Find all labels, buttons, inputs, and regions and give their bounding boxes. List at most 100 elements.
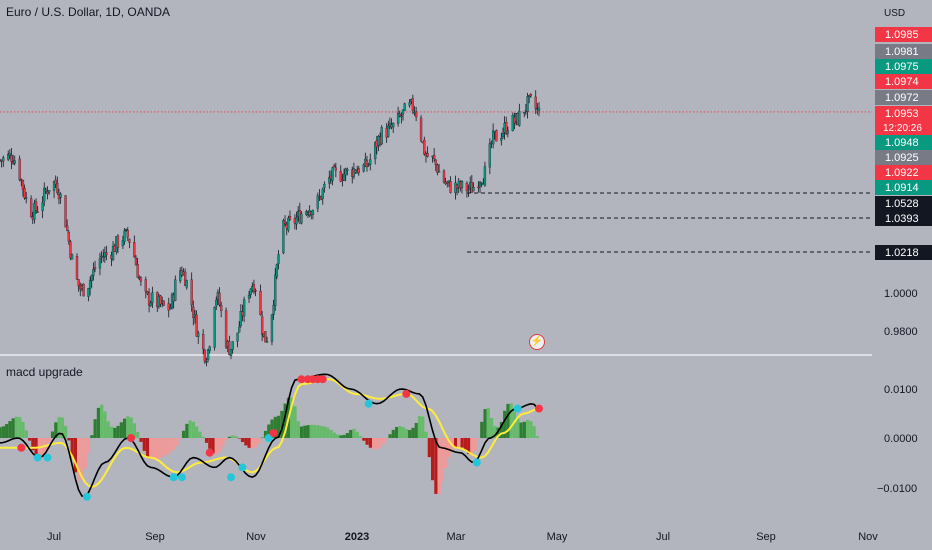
price-label-1.0953: 1.0953 12:20:26: [875, 106, 932, 135]
candle: [167, 297, 170, 318]
candle: [59, 192, 62, 204]
hist-bar: [408, 429, 412, 438]
hist-bar: [204, 438, 209, 443]
candle-body: [215, 299, 218, 307]
candle-body: [10, 155, 13, 162]
hist-bar: [11, 418, 15, 438]
hist-bar: [31, 438, 35, 451]
hist-bar: [181, 430, 186, 438]
candle: [36, 206, 39, 213]
candle: [432, 148, 436, 162]
hist-bar: [398, 425, 402, 438]
cross-marker: [17, 443, 26, 452]
candle: [411, 94, 415, 115]
indicator-tick-label: −0.0100: [877, 483, 917, 495]
candle: [2, 155, 5, 168]
hist-bar: [453, 438, 458, 448]
hist-bar: [342, 434, 346, 438]
price-label-text: 1.0948: [885, 137, 919, 149]
candle-body: [105, 252, 108, 255]
hist-bar: [483, 409, 487, 438]
hist-bar: [503, 410, 507, 438]
lightning-alert-icon[interactable]: ⚡: [529, 334, 545, 350]
hist-bar: [103, 411, 107, 438]
hist-bar: [506, 403, 510, 438]
candle: [344, 167, 347, 182]
candle: [185, 279, 188, 290]
hist-bar: [14, 416, 19, 438]
candle: [465, 181, 469, 198]
hist-bar: [123, 418, 127, 438]
price-label-text: 1.0218: [885, 247, 919, 259]
cross-marker: [472, 458, 481, 467]
hist-bar: [473, 438, 477, 452]
hist-bar: [126, 416, 130, 438]
candle: [7, 150, 10, 162]
candle-body: [46, 191, 49, 194]
candle: [274, 268, 277, 311]
hist-bar: [1, 426, 5, 438]
hist-bar: [444, 438, 448, 468]
candle: [260, 311, 264, 342]
candle: [380, 125, 383, 146]
candle-body: [139, 277, 143, 282]
candle: [500, 132, 503, 146]
candle: [275, 263, 279, 280]
hist-bar: [73, 438, 78, 473]
hist-bar: [411, 427, 415, 438]
hist-bar: [100, 404, 104, 438]
hist-bar: [267, 424, 271, 438]
hist-bar: [90, 435, 94, 438]
hist-bar: [306, 425, 310, 438]
candle: [236, 332, 239, 348]
hist-bar: [309, 424, 313, 438]
hist-bar: [41, 438, 45, 459]
hist-bar: [260, 437, 264, 439]
candle: [419, 115, 423, 143]
time-axis-label: Nov: [246, 531, 266, 543]
candle-body: [75, 256, 79, 280]
hist-bar: [54, 422, 58, 438]
hist-bar: [332, 432, 336, 438]
candle: [238, 321, 241, 333]
candle: [357, 165, 360, 176]
candle: [437, 163, 441, 173]
macd-line: [0, 373, 538, 498]
hist-bar: [499, 421, 504, 438]
candle-body: [300, 213, 303, 224]
candle: [308, 205, 311, 218]
candle: [300, 211, 303, 225]
time-axis-label: May: [547, 531, 568, 543]
hist-bar: [516, 417, 520, 438]
candle-body: [357, 168, 360, 173]
candle-body: [369, 159, 372, 165]
candle: [111, 241, 115, 262]
candle: [436, 163, 439, 176]
candle-body: [169, 307, 172, 310]
candle: [328, 170, 331, 189]
candle: [369, 153, 372, 171]
candle-body: [206, 349, 210, 360]
hist-bar: [358, 436, 363, 438]
candlestick-series: [0, 90, 541, 367]
hist-bar: [221, 438, 225, 447]
candle-body: [500, 138, 503, 141]
candle-body: [236, 332, 239, 342]
candle: [128, 238, 131, 249]
candle-body: [523, 111, 526, 114]
candle-body: [526, 96, 529, 112]
candle: [331, 166, 334, 186]
price-label-box: [875, 180, 932, 195]
candle-body: [483, 166, 487, 186]
candle-body: [283, 221, 287, 224]
hist-bar: [119, 422, 123, 438]
candle-body: [183, 271, 187, 286]
candle: [105, 245, 108, 261]
candle: [270, 314, 274, 346]
candle: [287, 215, 290, 233]
candle-body: [534, 96, 537, 109]
candle-body: [321, 188, 324, 199]
candle-body: [33, 202, 36, 220]
candle-body: [116, 235, 120, 248]
